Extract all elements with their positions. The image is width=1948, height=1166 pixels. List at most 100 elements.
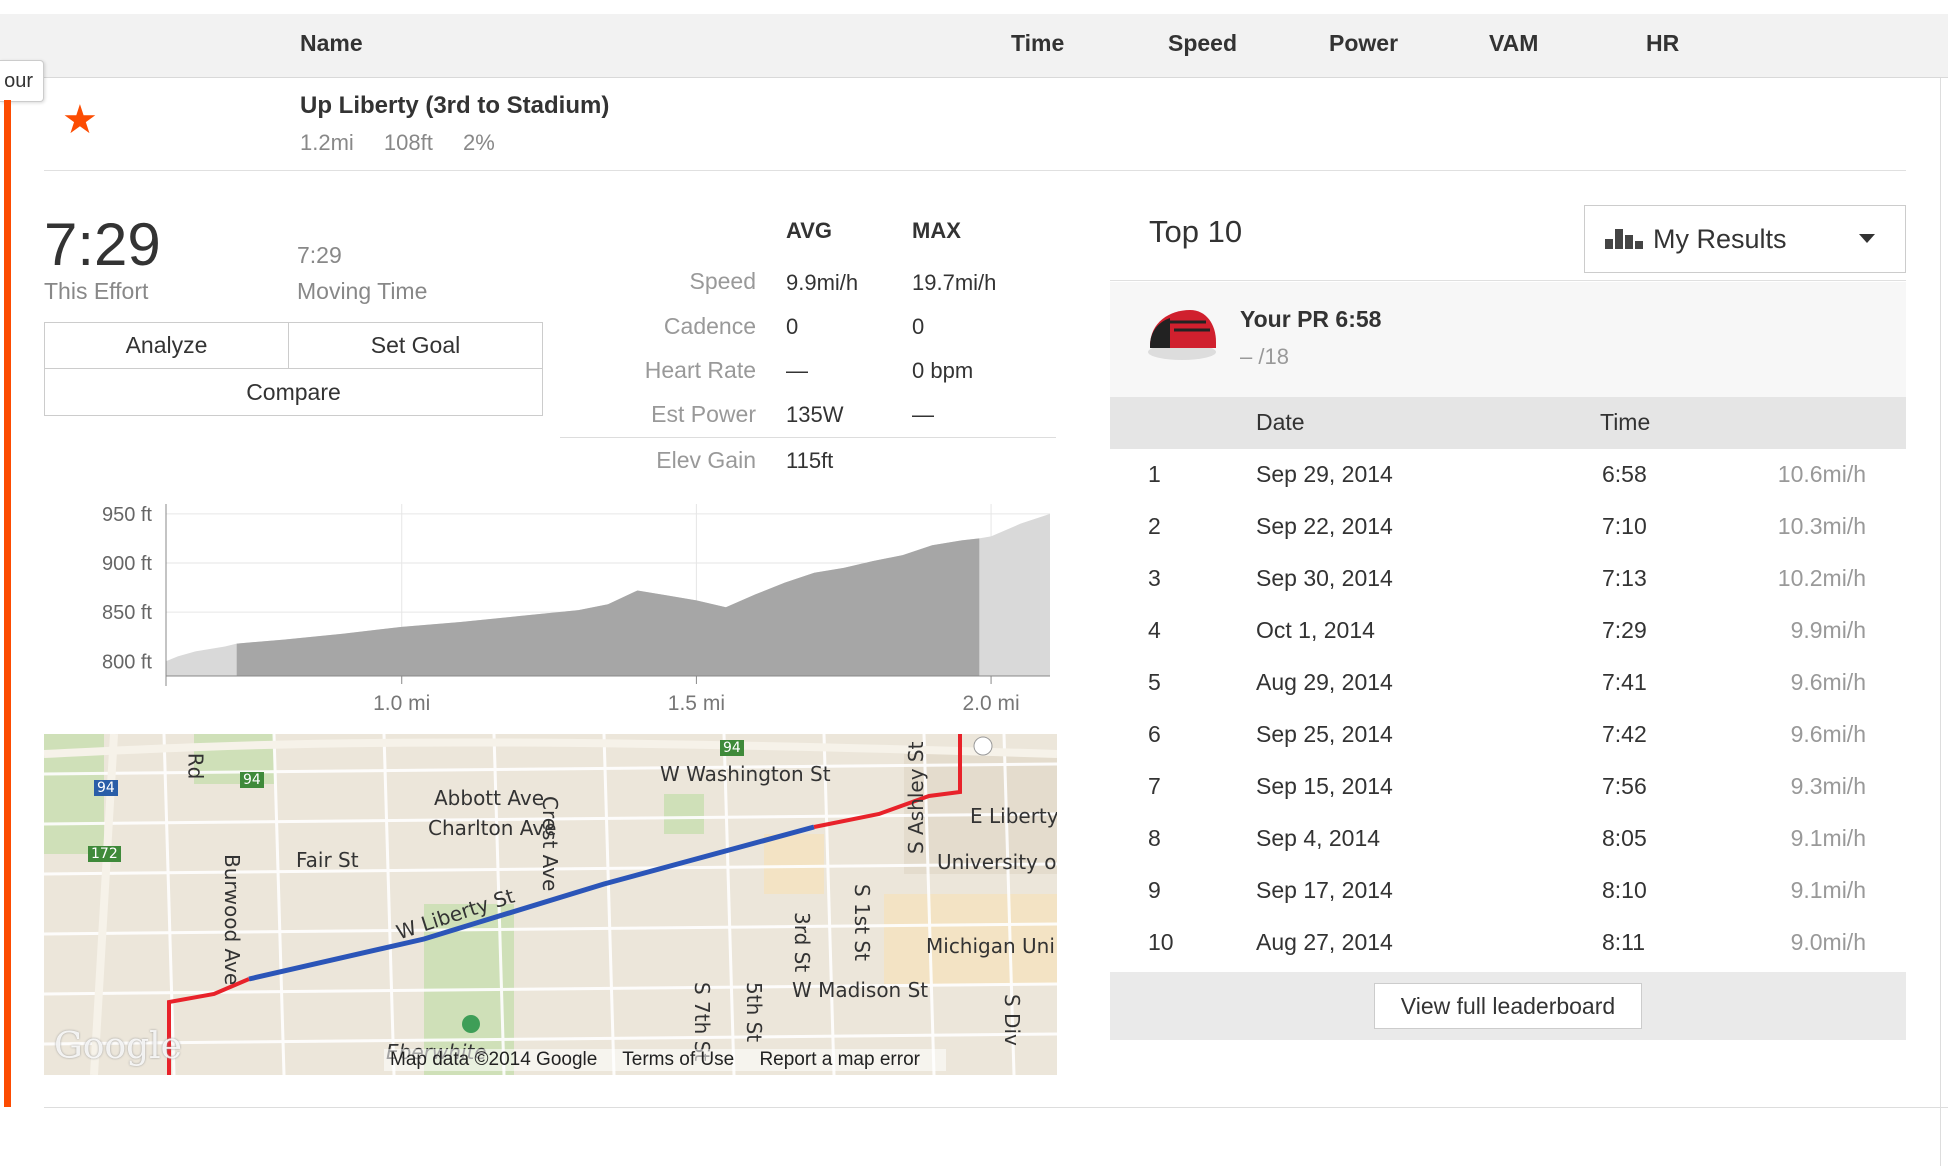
map-label-washington: W Washington St — [660, 762, 831, 786]
stat-max-speed: 19.7mi/h — [912, 270, 997, 295]
stat-label-speed: Speed — [689, 268, 756, 294]
leaderboard-col-time: Time — [1600, 409, 1651, 435]
col-hr[interactable]: HR — [1646, 30, 1680, 56]
stat-label-cadence: Cadence — [663, 313, 756, 339]
leaderboard-header: Date Time — [1110, 397, 1906, 449]
highway-road — [44, 738, 1057, 758]
route-map[interactable]: 94 94 94 172 Rd Abbott Ave Charlton Ave … — [44, 734, 1057, 1075]
helmet-avatar[interactable] — [1146, 302, 1218, 362]
campus-area — [764, 834, 824, 894]
analyze-button[interactable]: Analyze — [45, 323, 289, 369]
x-tick-label: 1.0 mi — [373, 692, 430, 715]
divider — [1940, 78, 1941, 1166]
map-label-abbott: Abbott Ave — [434, 786, 544, 810]
shield-94: 94 — [240, 772, 264, 788]
divider — [44, 170, 1906, 171]
effort-time: 7:29 — [44, 211, 161, 278]
leaderboard-row[interactable]: 9 Sep 17, 2014 8:10 9.1mi/h — [1148, 877, 1866, 903]
pr-title: Your PR 6:58 — [1240, 306, 1382, 332]
segment-name[interactable]: Up Liberty (3rd to Stadium) — [300, 92, 610, 119]
leaderboard-row[interactable]: 2 Sep 22, 2014 7:10 10.3mi/h — [1148, 513, 1866, 539]
leaderboard-row[interactable]: 10 Aug 27, 2014 8:11 9.0mi/h — [1148, 929, 1866, 955]
moving-time-label: Moving Time — [297, 278, 428, 304]
map-label-3rd: 3rd St — [790, 912, 814, 973]
map-label-1st: S 1st St — [850, 884, 874, 961]
landmark-icon — [973, 736, 993, 756]
compare-button[interactable]: Compare — [45, 369, 542, 415]
leaderboard-row[interactable]: 3 Sep 30, 2014 7:13 10.2mi/h — [1148, 565, 1866, 591]
stat-avg-power: 135W — [786, 402, 844, 427]
x-tick-label: 1.5 mi — [668, 692, 725, 715]
col-name[interactable]: Name — [300, 30, 363, 56]
leaderboard-list: 1 Sep 29, 2014 6:58 10.6mi/h 2 Sep 22, 2014 7… — [1110, 449, 1906, 972]
shield-94: 94 — [94, 780, 118, 796]
map-canvas — [44, 734, 1057, 1075]
map-label-madison: W Madison St — [792, 978, 929, 1002]
route-segment-blue — [248, 824, 815, 982]
y-tick-label: 900 ft — [102, 553, 152, 575]
shield-172: 172 — [88, 846, 121, 862]
star-icon[interactable]: ★ — [62, 98, 98, 142]
map-label-burwood: Burwood Ave — [220, 854, 244, 986]
leaderboard-row[interactable]: 4 Oct 1, 2014 7:29 9.9mi/h — [1148, 617, 1866, 643]
map-label-ashley: S Ashley St — [904, 741, 928, 854]
stat-avg-heart-rate: — — [786, 358, 808, 383]
col-speed[interactable]: Speed — [1168, 30, 1238, 56]
set-goal-button[interactable]: Set Goal — [289, 323, 542, 369]
stat-avg-elev-gain: 115ft — [786, 448, 834, 473]
stat-label-heart-rate: Heart Rate — [644, 357, 756, 383]
leaderboard-row[interactable]: 8 Sep 4, 2014 8:05 9.1mi/h — [1148, 825, 1866, 851]
col-power[interactable]: Power — [1329, 30, 1399, 56]
map-label-crest: Crest Ave — [538, 796, 562, 892]
leaderboard-row[interactable]: 5 Aug 29, 2014 7:41 9.6mi/h — [1148, 669, 1866, 695]
map-terms-link[interactable]: Terms of Use — [622, 1049, 735, 1070]
bar-chart-icon — [1605, 229, 1643, 249]
segment-grade: 2% — [462, 130, 495, 155]
leaderboard-row[interactable]: 1 Sep 29, 2014 6:58 10.6mi/h — [1148, 461, 1866, 487]
campus-area — [884, 894, 1057, 984]
results-filter-label: My Results — [1653, 223, 1787, 254]
table-header-bar — [0, 14, 1948, 78]
tooltip-tab[interactable]: our — [0, 60, 44, 102]
map-label-fair: Fair St — [296, 848, 359, 872]
results-filter-dropdown[interactable]: My Results — [1584, 205, 1906, 273]
map-attribution: Map data ©2014 Google — [390, 1049, 598, 1070]
map-label-rd: Rd — [183, 752, 208, 780]
elevation-effort-area — [236, 538, 980, 676]
elevation-chart[interactable]: 950 ft 900 ft 850 ft 800 ft 1.0 mi 1.5 mi 2.0 … — [60, 496, 1060, 716]
pr-rank: – /18 — [1240, 344, 1289, 369]
stat-avg-cadence: 0 — [786, 314, 799, 339]
stat-avg-speed: 9.9mi/h — [786, 270, 859, 295]
segment-distance: 1.2mi — [300, 130, 354, 155]
stat-max-heart-rate: 0 bpm — [912, 358, 974, 383]
route-end-red — [813, 734, 962, 829]
segment-elevation: 108ft — [383, 130, 433, 155]
y-tick-label: 950 ft — [102, 504, 152, 526]
stat-max-cadence: 0 — [912, 314, 925, 339]
segment-stats: 1.2mi 108ft 2% — [300, 130, 519, 156]
tooltip-text: our — [4, 70, 33, 92]
max-header: MAX — [912, 218, 961, 243]
map-label-charlton: Charlton Ave — [428, 816, 557, 840]
col-time[interactable]: Time — [1011, 30, 1065, 56]
personal-record-box: Your PR 6:58 – /18 — [1110, 282, 1906, 397]
map-report-link[interactable]: Report a map error — [759, 1049, 920, 1070]
stat-max-power: — — [912, 402, 934, 427]
col-vam[interactable]: VAM — [1489, 30, 1539, 56]
map-label-s-div: S Div — [1000, 994, 1024, 1046]
selected-row-indicator — [4, 100, 11, 1107]
leaderboard-row[interactable]: 7 Sep 15, 2014 7:56 9.3mi/h — [1148, 773, 1866, 799]
leaderboard-row[interactable]: 6 Sep 25, 2014 7:42 9.6mi/h — [1148, 721, 1866, 747]
stat-label-power: Est Power — [651, 401, 756, 427]
route-start-red — [167, 977, 250, 1075]
shield-94: 94 — [720, 740, 744, 756]
street-grid — [44, 734, 1057, 1075]
park-area — [664, 794, 704, 834]
map-label-university: University o — [937, 850, 1057, 874]
moving-time: 7:29 — [297, 242, 342, 268]
divider — [1110, 280, 1906, 281]
map-label-e-liberty: E Liberty — [970, 804, 1057, 828]
view-full-leaderboard-button[interactable]: View full leaderboard — [1374, 983, 1642, 1029]
stats-divider — [560, 437, 1056, 438]
x-tick-label: 2.0 mi — [962, 692, 1019, 715]
